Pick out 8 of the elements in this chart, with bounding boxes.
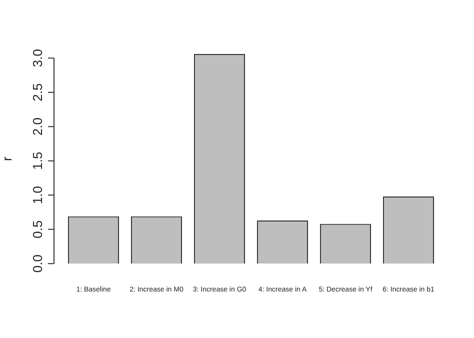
y-tick-label: 2.0 xyxy=(30,118,46,136)
y-tick-label: 0.0 xyxy=(30,254,46,273)
y-tick-label: 1.0 xyxy=(30,186,46,204)
y-axis-title: r xyxy=(0,156,14,161)
y-tick-label: 2.5 xyxy=(30,83,46,102)
y-tick-label: 0.5 xyxy=(30,220,46,238)
y-tick-label: 1.5 xyxy=(30,152,46,170)
y-tick-label: 3.0 xyxy=(30,49,46,68)
